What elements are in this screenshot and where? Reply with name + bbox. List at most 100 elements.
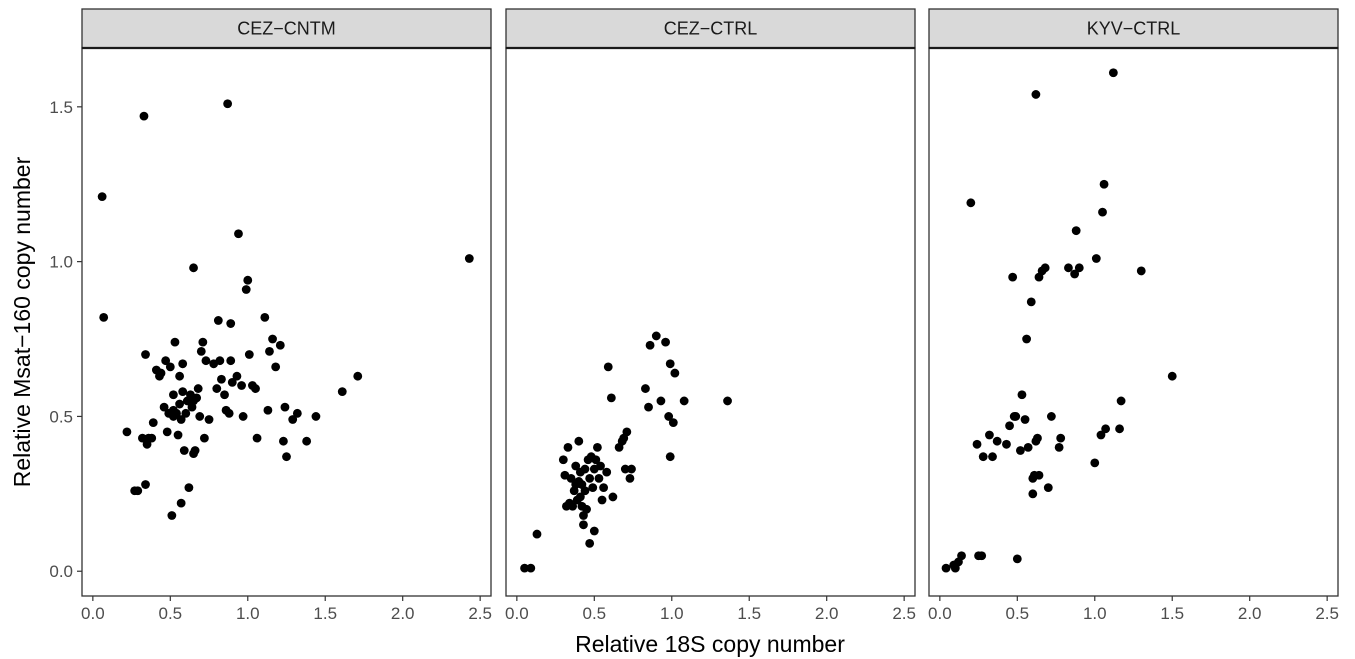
x-tick-label: 1.5	[313, 604, 337, 623]
data-point	[532, 529, 542, 539]
x-tick-label: 1.0	[236, 604, 260, 623]
data-point	[575, 492, 585, 502]
data-point	[139, 111, 149, 121]
data-point	[234, 229, 243, 239]
data-point	[311, 412, 321, 421]
data-point	[1016, 446, 1025, 455]
data-point	[599, 483, 609, 493]
data-point	[148, 418, 158, 428]
data-point	[1020, 415, 1030, 424]
data-point	[195, 412, 205, 421]
data-point	[196, 347, 206, 356]
data-point	[1017, 390, 1027, 400]
data-point	[190, 446, 200, 455]
x-tick-label: 2.5	[1315, 604, 1339, 623]
data-point	[608, 492, 618, 502]
data-point	[302, 436, 312, 446]
data-point	[582, 504, 591, 514]
data-point	[1091, 254, 1101, 263]
panel-border	[81, 47, 492, 597]
x-tick-label: 1.0	[1083, 604, 1107, 623]
data-point	[566, 473, 576, 483]
data-point	[213, 316, 223, 325]
facet-strip-label: CEZ−CNTM	[237, 19, 336, 39]
data-point	[665, 359, 675, 369]
data-point	[1116, 396, 1126, 406]
data-point	[679, 396, 689, 406]
data-point	[167, 511, 177, 520]
facet-panel: CEZ−CNTM 0.0 0.5 1.0 1.5 2.0 2.5	[81, 8, 492, 623]
data-point	[169, 390, 178, 400]
data-point	[574, 436, 584, 446]
x-tick-label: 2.0	[815, 604, 839, 623]
panels: CEZ−CNTM 0.0 0.5 1.0 1.5 2.0 2.5 CEZ−CTRL 0.0 0.5…	[49, 8, 1339, 623]
data-point	[1012, 554, 1022, 564]
x-tick-label: 0.0	[505, 604, 529, 623]
data-point	[226, 319, 236, 328]
data-point	[620, 464, 630, 474]
data-point	[192, 393, 202, 403]
y-tick-label: 0.5	[49, 407, 73, 426]
x-axis-title: Relative 18S copy number	[575, 631, 845, 657]
data-point	[279, 436, 288, 446]
data-point	[173, 430, 183, 440]
data-point	[147, 433, 157, 443]
data-point	[988, 452, 997, 462]
data-point	[337, 387, 347, 397]
facet-panel: CEZ−CTRL 0.0 0.5 1.0 1.5 2.0 2.5	[505, 8, 916, 623]
data-point	[1108, 68, 1118, 78]
data-point	[656, 396, 666, 406]
data-point	[244, 350, 254, 359]
data-point	[957, 551, 966, 561]
data-point	[585, 473, 595, 483]
data-point	[178, 359, 188, 369]
data-point	[275, 340, 285, 350]
data-point	[260, 312, 270, 322]
data-point	[588, 483, 598, 493]
data-point	[271, 362, 281, 372]
data-point	[193, 384, 203, 393]
facet-strip	[928, 8, 1339, 49]
data-point	[464, 254, 474, 263]
data-point	[251, 384, 260, 393]
data-point	[668, 418, 678, 428]
data-point	[99, 312, 109, 322]
data-point	[591, 455, 601, 465]
data-point	[181, 408, 191, 418]
y-tick-label: 1.5	[49, 98, 73, 117]
data-point	[223, 99, 233, 109]
x-tick-label: 2.5	[468, 604, 492, 623]
data-point	[241, 285, 251, 294]
data-point	[627, 464, 636, 474]
x-tick-label: 1.0	[660, 604, 684, 623]
data-point	[217, 374, 226, 384]
data-point	[1034, 470, 1044, 480]
data-point	[977, 551, 987, 561]
data-point	[178, 387, 188, 397]
data-point	[641, 384, 650, 393]
x-tick-label: 0.5	[158, 604, 182, 623]
data-point	[189, 263, 198, 273]
x-tick-label: 0.5	[582, 604, 606, 623]
x-tick-label: 1.5	[737, 604, 761, 623]
data-point	[603, 362, 613, 372]
data-point	[288, 415, 298, 424]
data-point	[1043, 483, 1053, 493]
data-point	[243, 275, 253, 285]
data-point	[661, 337, 670, 347]
y-axis: 0.0 0.5 1.0 1.5	[49, 98, 82, 581]
y-axis-title: Relative Msat−160 copy number	[9, 156, 35, 487]
data-point	[1167, 371, 1177, 381]
data-point	[1098, 207, 1107, 217]
data-point	[594, 473, 604, 483]
facet-strip-label: CEZ−CTRL	[664, 19, 758, 39]
data-point	[1064, 263, 1073, 273]
x-tick-label: 1.5	[1160, 604, 1184, 623]
data-point	[1040, 263, 1050, 273]
data-point	[580, 464, 590, 474]
data-point	[978, 452, 988, 462]
data-point	[606, 393, 616, 403]
x-tick-label: 2.5	[892, 604, 916, 623]
data-point	[232, 371, 242, 381]
